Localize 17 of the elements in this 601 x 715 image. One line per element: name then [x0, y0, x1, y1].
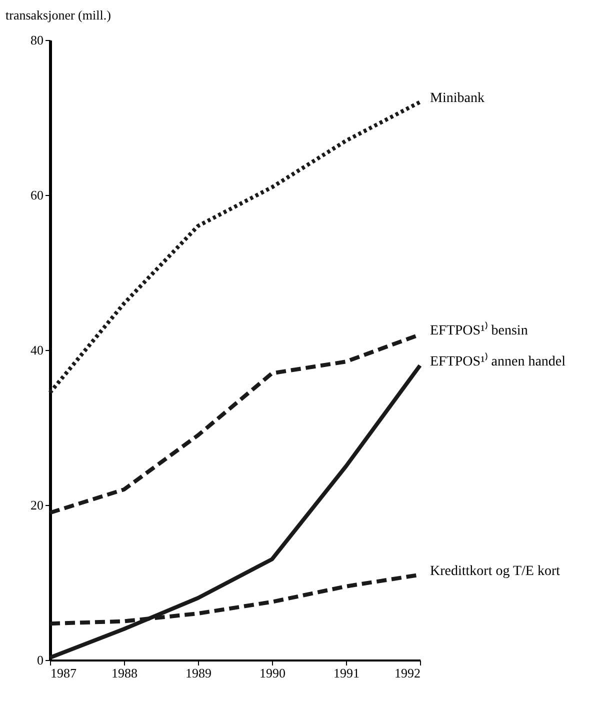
y-tick-label: 20 [30, 498, 44, 512]
y-axis-title: transaksjoner (mill.) [6, 8, 111, 22]
x-tick-label: 1987 [50, 666, 77, 680]
y-tick-label: 80 [30, 32, 44, 48]
series-label: Kredittkort og T/E kort [430, 564, 560, 579]
x-tick-label: 1991 [334, 666, 360, 680]
series-label: Minibank [430, 91, 484, 106]
y-tick-label: 40 [30, 342, 44, 358]
series-label: EFTPOS¹⁾ bensin [430, 322, 528, 338]
x-tick-label: 1989 [186, 666, 212, 680]
y-tick-label: 60 [30, 188, 44, 202]
x-tick-label: 1988 [112, 666, 138, 680]
series-label: EFTPOS¹⁾ annen handel [430, 352, 566, 370]
x-tick-label: 1990 [260, 666, 286, 680]
y-tick-label: 0 [37, 652, 44, 668]
x-tick-label: 1992 [394, 666, 420, 680]
line-series [48, 100, 422, 395]
